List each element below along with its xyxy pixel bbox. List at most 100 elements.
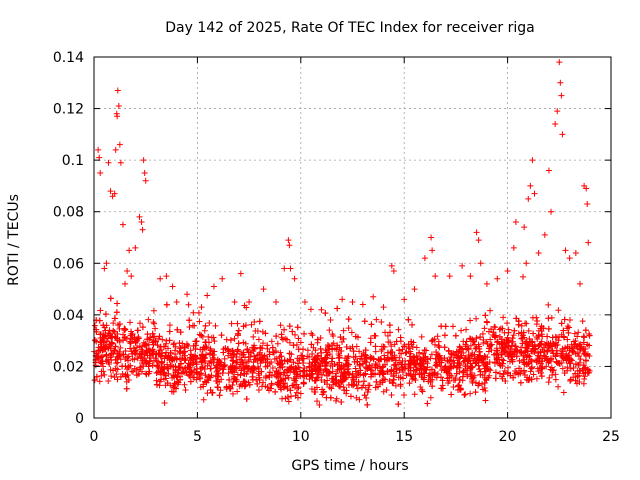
data-point [240,323,247,330]
data-point [142,177,149,184]
data-point [481,325,488,332]
data-point [521,224,528,231]
data-point [468,353,475,360]
data-point [441,332,448,339]
data-point [98,339,105,346]
data-point [398,361,405,368]
data-point [500,357,507,364]
data-point [110,351,117,358]
data-point [355,378,362,385]
data-point [219,369,226,376]
data-point [131,356,138,363]
data-point [164,365,171,372]
data-point [165,366,172,373]
data-point [428,338,435,345]
data-point [321,362,328,369]
data-point [297,339,304,346]
data-point [535,352,542,359]
data-point [472,389,479,396]
data-point [567,376,574,383]
data-point [244,346,251,353]
data-point [171,340,178,347]
data-point [237,356,244,363]
data-point [187,362,194,369]
data-point [251,319,258,326]
data-point [139,226,146,233]
data-point [434,351,441,358]
data-point [469,364,476,371]
data-point [112,146,119,153]
data-point [467,390,474,397]
data-point [151,320,158,327]
data-point [388,391,395,398]
data-point [293,373,300,380]
data-point [454,364,461,371]
data-point [113,371,120,378]
data-point [196,331,203,338]
data-point [277,322,284,329]
data-point [329,331,336,338]
data-point [210,334,217,341]
data-point [238,382,245,389]
data-point [345,382,352,388]
data-point [95,146,102,153]
data-point [280,376,287,383]
data-point [372,361,379,368]
data-point [334,305,341,312]
data-point [483,280,490,287]
data-point [400,391,407,398]
data-point [126,247,133,254]
data-point [153,381,160,388]
data-point [144,331,151,338]
data-point [408,338,415,345]
data-point [157,368,164,375]
data-point [336,366,343,373]
data-point [157,352,164,359]
data-point [223,384,230,391]
data-point [117,344,124,351]
data-point [184,364,191,371]
data-point [297,390,304,397]
data-point [234,359,241,366]
data-point [485,328,492,335]
data-point [509,358,516,365]
data-point [438,323,445,330]
data-point [289,382,296,389]
data-point [437,363,444,370]
data-point [579,318,586,325]
data-point [480,340,487,347]
y-tick-label: 0.08 [53,205,84,221]
data-point [560,389,567,396]
data-point [137,365,144,372]
data-point [509,335,516,342]
data-point [294,360,301,367]
data-point [100,322,107,329]
data-point [266,369,273,376]
data-point [552,371,559,378]
data-point [308,341,315,348]
y-tick-label: 0.14 [53,50,84,66]
data-point [103,260,110,267]
data-point [235,340,242,347]
data-point [272,298,279,305]
data-point [523,344,530,351]
data-point [336,354,343,361]
data-point [132,347,139,354]
data-point [119,363,126,370]
data-point [570,364,577,371]
data-point [465,346,472,353]
data-point [127,319,134,326]
data-point [576,372,583,379]
data-point [268,338,275,345]
data-point [406,353,413,360]
data-point [516,365,523,372]
data-point [301,365,308,372]
data-point [413,353,420,360]
data-point [401,296,408,303]
data-point [514,347,521,354]
data-point [580,339,587,346]
data-point [237,381,244,388]
data-point [259,328,266,335]
data-point [337,383,344,390]
data-point [158,358,165,365]
